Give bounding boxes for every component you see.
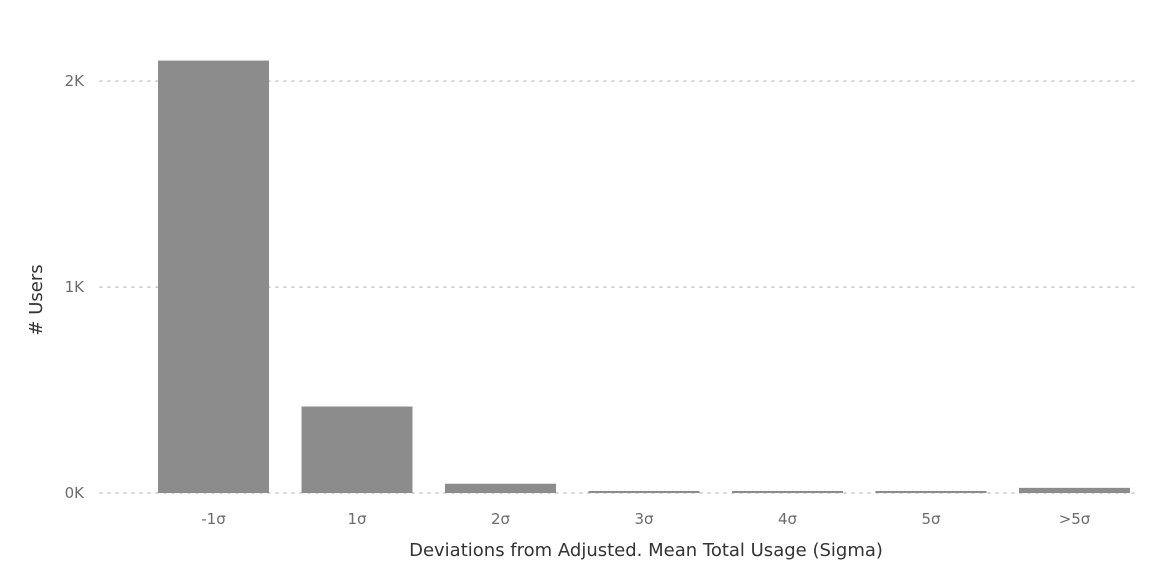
- x-tick-label: >5σ: [1059, 510, 1091, 528]
- bar-3[interactable]: [588, 491, 700, 493]
- bar-1[interactable]: [301, 406, 413, 493]
- x-tick-label: 1σ: [347, 510, 367, 528]
- y-tick-label: 1K: [65, 278, 86, 296]
- bar-5[interactable]: [875, 491, 987, 493]
- x-tick-label: 3σ: [634, 510, 654, 528]
- bar-6[interactable]: [1019, 487, 1130, 493]
- x-tick-label: 4σ: [778, 510, 798, 528]
- bars: [158, 60, 1130, 493]
- x-tick-label: 2σ: [491, 510, 511, 528]
- y-axis-title: # Users: [26, 264, 47, 335]
- x-tick-label: 5σ: [921, 510, 941, 528]
- x-axis-title: Deviations from Adjusted. Mean Total Usa…: [409, 540, 883, 561]
- x-axis-ticks: -1σ 1σ 2σ 3σ 4σ 5σ >5σ: [201, 510, 1091, 528]
- y-tick-label: 0K: [65, 484, 86, 502]
- bar-4[interactable]: [732, 491, 843, 493]
- x-tick-label: -1σ: [201, 510, 226, 528]
- bar-2[interactable]: [445, 483, 556, 493]
- y-tick-label: 2K: [65, 72, 86, 90]
- bar-0[interactable]: [158, 60, 269, 493]
- y-axis-ticks: 0K 1K 2K: [65, 72, 86, 502]
